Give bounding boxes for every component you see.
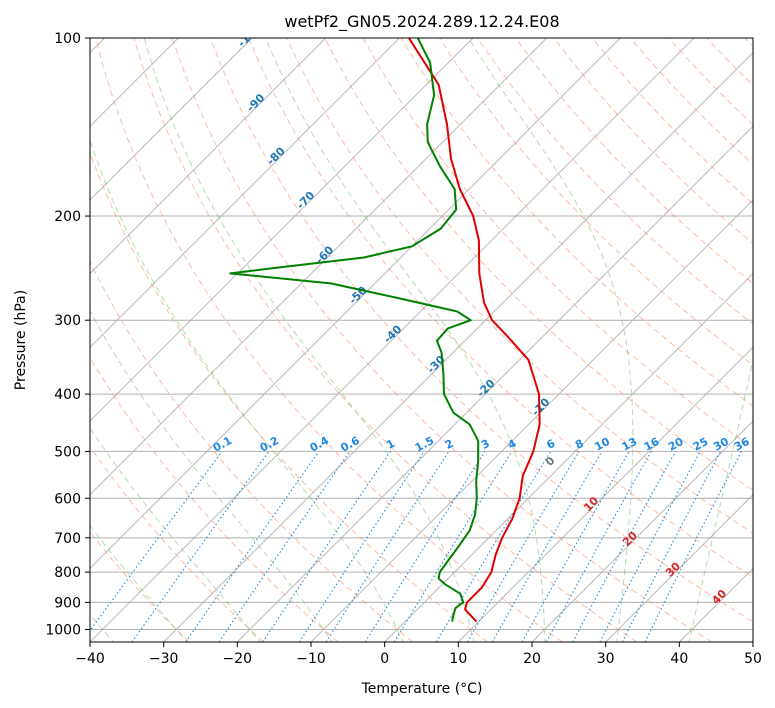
reference-line-labels: 0.10.20.40.611.52346810131620253036-100-…	[211, 21, 752, 607]
mixing-ratio-line	[621, 451, 722, 642]
dry-adiabat-label: -100	[235, 21, 264, 50]
dry-adiabat-line	[133, 38, 638, 642]
dry-adiabat-line	[95, 38, 563, 642]
isotherm-line	[605, 494, 753, 642]
mixing-ratio-line	[298, 451, 425, 642]
sounding-line	[229, 38, 480, 622]
isotherm-line	[458, 346, 753, 642]
dry-adiabat-line	[209, 38, 753, 623]
mixing-ratio-label: 36	[732, 435, 752, 454]
plot-frame	[89, 37, 754, 643]
x-tick-label: 50	[744, 651, 762, 667]
dry-adiabat-line	[90, 445, 264, 642]
x-tick-label: −40	[75, 651, 105, 667]
x-tick-label: 40	[670, 651, 688, 667]
y-tick-label: 800	[54, 565, 81, 581]
x-tick-label: 10	[449, 651, 467, 667]
sounding-line	[408, 38, 541, 623]
dry-adiabat-line	[90, 356, 339, 642]
y-tick-label: 200	[54, 209, 81, 225]
moist-adiabat-line	[468, 38, 634, 642]
mixing-ratio-line	[325, 451, 450, 642]
isotherm-line	[90, 38, 179, 127]
y-tick-label: 700	[54, 531, 81, 547]
dry-adiabat-line	[248, 38, 753, 578]
mixing-ratio-line	[393, 451, 513, 642]
x-tick-label: 30	[597, 651, 615, 667]
y-tick-label: 300	[54, 313, 81, 329]
dry-adiabats	[90, 38, 753, 642]
plot-area: 0.10.20.40.611.52346810131620253036-100-…	[90, 21, 753, 642]
isotherm-line	[237, 125, 753, 642]
y-tick-label: 500	[54, 444, 81, 460]
isotherm-line	[90, 38, 400, 348]
moist-adiabat-line	[90, 524, 188, 642]
y-tick-label: 900	[54, 595, 81, 611]
y-tick-label: 100	[54, 31, 81, 47]
mixing-ratio-label: 16	[642, 435, 662, 454]
moist-adiabat-line	[90, 427, 261, 642]
x-tick-label: −30	[149, 651, 179, 667]
dry-adiabat-line	[286, 38, 753, 535]
mixing-ratio-line	[218, 451, 351, 642]
mixing-ratio-line	[572, 451, 676, 642]
x-axis-ticks: −40 −30 −20 −10 0 10 20 30 40 50	[75, 642, 762, 667]
isotherm-line	[90, 38, 253, 201]
mixing-ratio-line	[545, 451, 652, 642]
isotherm-line	[310, 199, 753, 642]
isotherm-line	[531, 420, 753, 642]
mixing-ratio-label: 13	[620, 435, 640, 454]
isotherm-line	[90, 38, 474, 422]
dry-adiabat-line	[324, 38, 753, 491]
dry-adiabat-line	[515, 38, 753, 285]
y-axis-ticks: 100 200 300 400 500 600 700 800 900 1000	[45, 31, 90, 638]
dry-adiabat-line	[90, 260, 414, 642]
isotherm-line	[90, 38, 327, 275]
y-tick-label: 600	[54, 491, 81, 507]
mixing-ratio-line	[644, 451, 742, 642]
mixing-ratio-line	[131, 451, 270, 642]
isotherm-line	[90, 38, 548, 496]
moist-adiabat-line	[688, 356, 753, 642]
dry-adiabat-line	[171, 38, 712, 642]
isotherm-line	[384, 273, 753, 642]
y-tick-label: 1000	[45, 622, 81, 638]
mixing-ratio-label: 25	[691, 435, 711, 454]
mixing-ratio-line	[262, 451, 391, 642]
sounding-series	[229, 38, 541, 623]
chart-title: wetPf2_GN05.2024.289.12.24.E08	[284, 12, 559, 32]
mixing-ratio-line	[185, 451, 320, 642]
mixing-ratio-label: 10	[592, 435, 612, 454]
mixing-ratio-line	[521, 451, 630, 642]
x-axis-title: Temperature (°C)	[361, 681, 483, 697]
isotherm-line	[163, 52, 753, 642]
x-tick-label: 0	[380, 651, 389, 667]
moist-adiabat-line	[90, 139, 404, 642]
x-tick-label: −10	[296, 651, 326, 667]
mixing-ratio-label: 20	[666, 435, 686, 454]
y-tick-label: 400	[54, 387, 81, 403]
x-tick-label: −20	[223, 651, 253, 667]
y-axis-title: Pressure (hPa)	[13, 290, 29, 390]
mixing-ratio-line	[90, 451, 223, 632]
plot-background	[90, 38, 753, 642]
mixing-ratio-label: 30	[711, 435, 731, 454]
mixing-ratio-lines	[90, 451, 742, 642]
x-tick-label: 20	[523, 651, 541, 667]
isotherm-line	[90, 38, 621, 569]
isotherm-grid	[90, 38, 753, 642]
moist-adiabat-line	[90, 309, 333, 642]
isotherm-line	[90, 38, 695, 642]
